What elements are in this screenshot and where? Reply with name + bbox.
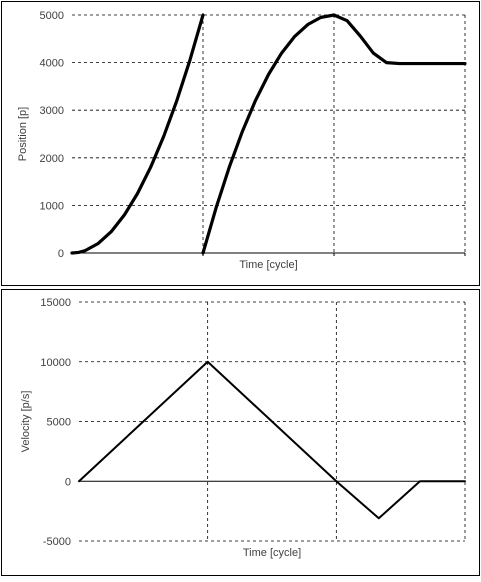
velocity-chart-x-label: Time [cycle] <box>243 547 301 559</box>
velocity-y-tick-label: 0 <box>65 476 71 488</box>
velocity-y-tick-label: -5000 <box>43 536 71 548</box>
position-y-tick-label: 2000 <box>40 153 64 165</box>
velocity-chart-frame <box>1 289 480 576</box>
position-series-line-0 <box>70 13 205 255</box>
velocity-y-tick-label: 10000 <box>40 357 71 369</box>
position-chart-x-label: Time [cycle] <box>239 259 297 271</box>
position-chart: 0 1000 2000 3000 4000 5000 Position [p] Time … <box>17 10 467 271</box>
velocity-series-line-0 <box>78 360 466 520</box>
position-series-line-1 <box>201 13 467 255</box>
position-y-tick-label: 5000 <box>40 10 64 22</box>
position-chart-grid <box>72 14 466 254</box>
position-chart-y-label: Position [p] <box>17 107 29 161</box>
velocity-chart-y-ticks: -5000 0 5000 10000 15000 <box>40 297 71 548</box>
position-chart-y-ticks: 0 1000 2000 3000 4000 5000 <box>40 10 64 260</box>
position-y-tick-label: 1000 <box>40 200 64 212</box>
position-y-tick-label: 3000 <box>40 105 64 117</box>
velocity-chart: -5000 0 5000 10000 15000 Velocity [p/s] Time… <box>20 297 466 559</box>
position-chart-frame <box>1 1 480 286</box>
velocity-y-tick-label: 15000 <box>40 297 71 309</box>
velocity-y-tick-label: 5000 <box>47 417 71 429</box>
position-chart-series <box>70 13 467 255</box>
velocity-chart-series <box>78 360 466 520</box>
velocity-chart-y-label: Velocity [p/s] <box>20 391 32 453</box>
position-y-tick-label: 4000 <box>40 58 64 70</box>
position-y-tick-label: 0 <box>58 248 64 260</box>
